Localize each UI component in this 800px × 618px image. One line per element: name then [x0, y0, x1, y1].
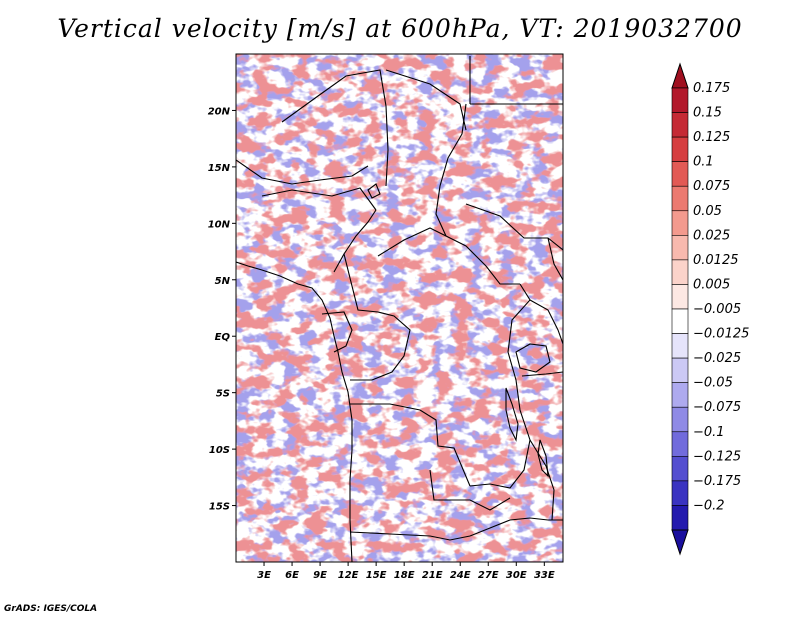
longitude-axis: 3E 6E 9E 12E 15E 18E 21E 24E 27E 30E 33E [257, 562, 555, 581]
colorbar-label: −0.025 [693, 351, 741, 366]
coastline-west-africa [236, 261, 353, 562]
colorbar-label: 0.0125 [693, 253, 739, 268]
lon-tick-label: 12E [338, 570, 359, 581]
lat-tick-label: 15N [208, 163, 231, 174]
lat-tick-label: 15S [209, 502, 230, 513]
colorbar-swatch [671, 112, 689, 138]
lat-tick-label: 10S [209, 445, 230, 456]
colorbar-swatch [671, 505, 689, 531]
lat-tick-label: 20N [208, 106, 231, 117]
lon-tick-label: 24E [450, 570, 471, 581]
colorbar-label: −0.005 [693, 302, 741, 317]
colorbar-label: −0.05 [693, 376, 733, 391]
colorbar-label: 0.075 [693, 179, 730, 194]
lon-tick-label: 3E [257, 570, 271, 581]
colorbar-swatch [671, 136, 689, 162]
lat-tick-label: 5S [216, 389, 230, 400]
lake-victoria [515, 343, 551, 373]
border-niger-algeria [281, 69, 389, 187]
colorbar-label: 0.05 [693, 204, 722, 219]
border-sudan-chad [435, 103, 467, 237]
colorbar-label: 0.1 [693, 155, 714, 170]
colorbar-label: −0.075 [693, 400, 741, 415]
colorbar-bottom-arrow [671, 529, 689, 556]
border-chad-libya [385, 69, 467, 131]
border-drc-east [469, 283, 531, 489]
colorbar-swatch [671, 431, 689, 457]
colorbar-swatch [671, 210, 689, 236]
border-niger-mali [236, 159, 369, 185]
lon-tick-label: 9E [313, 570, 327, 581]
country-borders [236, 56, 563, 562]
lon-tick-label: 15E [366, 570, 387, 581]
border-zimbabwe [469, 517, 563, 537]
colorbar-swatch [671, 87, 689, 113]
lat-tick-label: EQ [215, 332, 231, 343]
colorbar-swatch [671, 406, 689, 433]
border-drc-angola [350, 403, 471, 487]
colorbar-swatch [671, 333, 689, 359]
border-nigeria-niger [261, 187, 377, 211]
lon-tick-label: 18E [394, 570, 415, 581]
border-ethiopia [547, 237, 563, 281]
colorbar-swatch [671, 185, 689, 212]
colorbar-swatch [671, 235, 689, 261]
colorbar-label: 0.15 [693, 106, 722, 121]
colorbar-swatch [671, 308, 689, 334]
lat-tick-label: 10N [208, 219, 231, 230]
lat-tick-label: 5N [215, 276, 231, 287]
lake-tanganyika [505, 387, 519, 442]
colorbar-swatch [671, 259, 689, 285]
colorbar-label: 0.175 [693, 81, 730, 96]
lon-tick-label: 27E [478, 570, 499, 581]
lon-tick-label: 6E [285, 570, 299, 581]
border-angola-zambia [429, 469, 511, 511]
map-frame [235, 53, 564, 563]
colorbar-label: 0.025 [693, 228, 730, 243]
velocity-field [236, 54, 563, 562]
lon-tick-label: 33E [534, 570, 555, 581]
colorbar-label: −0.175 [693, 474, 741, 489]
colorbar-label: −0.2 [693, 498, 725, 513]
colorbar-label: −0.0125 [693, 327, 749, 342]
lake-malawi [537, 439, 549, 478]
border-zambia-namibia [349, 531, 471, 541]
lake-chad [367, 183, 381, 199]
grads-credit: GrADS: IGES/COLA [4, 604, 98, 614]
colorbar-label: 0.125 [693, 130, 730, 145]
chart-title: Vertical velocity [m/s] at 600hPa, VT: 2… [57, 14, 743, 43]
colorbar-label: −0.1 [693, 425, 725, 440]
colorbar-swatch [671, 382, 689, 408]
colorbar-swatch [671, 284, 689, 310]
colorbar-swatch [671, 161, 689, 187]
colorbar-label: −0.125 [693, 449, 741, 464]
latitude-axis: 20N 15N 10N 5N EQ 5S 10S 15S [208, 106, 236, 513]
border-nigeria-cameroon [333, 209, 377, 273]
colorbar-swatch [671, 480, 689, 506]
colorbar-swatch [671, 357, 689, 383]
lon-tick-label: 30E [506, 570, 527, 581]
border-south-sudan [465, 203, 563, 251]
lon-tick-label: 21E [422, 570, 443, 581]
colorbar-label: 0.005 [693, 277, 730, 292]
colorbar-top-arrow [671, 62, 689, 89]
colorbar-swatch [671, 456, 689, 482]
border-tanzania [521, 371, 563, 377]
border-gabon [321, 311, 353, 353]
border-car-sudan [377, 227, 520, 285]
border-uganda-kenya [529, 299, 563, 345]
colorbar: 0.175 0.15 0.125 0.1 0.075 0.05 0.025 0.0125 0.0… [671, 62, 749, 556]
border-congo-drc [350, 311, 411, 381]
border-cameroon-car [343, 253, 379, 313]
